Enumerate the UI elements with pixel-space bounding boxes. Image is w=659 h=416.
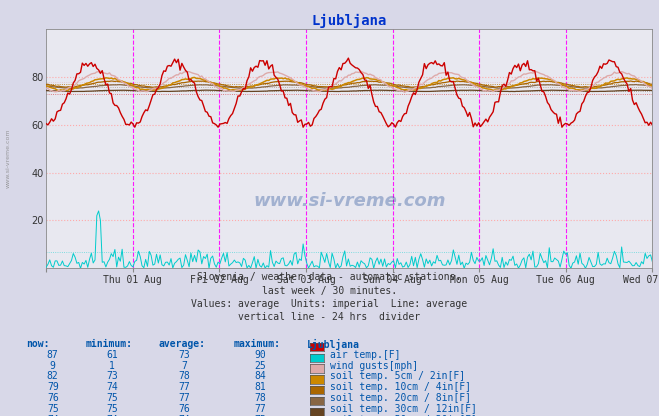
Text: 77: 77 — [179, 393, 190, 403]
Text: 77: 77 — [254, 404, 266, 414]
Text: 78: 78 — [254, 393, 266, 403]
Text: 81: 81 — [254, 382, 266, 392]
Text: average:: average: — [158, 339, 205, 349]
Text: air temp.[F]: air temp.[F] — [330, 350, 400, 360]
Text: soil temp. 50cm / 20in[F]: soil temp. 50cm / 20in[F] — [330, 415, 476, 416]
Text: 7: 7 — [182, 361, 187, 371]
Text: 75: 75 — [106, 393, 118, 403]
Text: 1: 1 — [109, 361, 115, 371]
Text: 74: 74 — [106, 415, 118, 416]
Text: 79: 79 — [47, 382, 59, 392]
Text: 87: 87 — [47, 350, 59, 360]
Text: 75: 75 — [106, 404, 118, 414]
Text: 75: 75 — [254, 415, 266, 416]
Text: 75: 75 — [47, 404, 59, 414]
Text: 73: 73 — [179, 350, 190, 360]
Text: 73: 73 — [106, 371, 118, 381]
Text: soil temp. 10cm / 4in[F]: soil temp. 10cm / 4in[F] — [330, 382, 471, 392]
Text: now:: now: — [26, 339, 50, 349]
Text: 61: 61 — [106, 350, 118, 360]
Text: 76: 76 — [47, 393, 59, 403]
Text: 82: 82 — [47, 371, 59, 381]
Text: soil temp. 30cm / 12in[F]: soil temp. 30cm / 12in[F] — [330, 404, 476, 414]
Text: 90: 90 — [254, 350, 266, 360]
Text: Values: average  Units: imperial  Line: average: Values: average Units: imperial Line: av… — [191, 299, 468, 309]
Text: www.si-vreme.com: www.si-vreme.com — [253, 192, 445, 210]
Text: minimum:: minimum: — [86, 339, 132, 349]
Text: 74: 74 — [179, 415, 190, 416]
Text: 78: 78 — [179, 371, 190, 381]
Text: vertical line - 24 hrs  divider: vertical line - 24 hrs divider — [239, 312, 420, 322]
Text: 9: 9 — [50, 361, 55, 371]
Text: 77: 77 — [179, 382, 190, 392]
Text: www.si-vreme.com: www.si-vreme.com — [5, 128, 11, 188]
Text: Ljubljana: Ljubljana — [306, 339, 359, 350]
Text: 74: 74 — [47, 415, 59, 416]
Text: 74: 74 — [106, 382, 118, 392]
Text: maximum:: maximum: — [234, 339, 281, 349]
Text: last week / 30 minutes.: last week / 30 minutes. — [262, 286, 397, 296]
Text: soil temp. 5cm / 2in[F]: soil temp. 5cm / 2in[F] — [330, 371, 465, 381]
Text: 84: 84 — [254, 371, 266, 381]
Title: Ljubljana: Ljubljana — [312, 14, 387, 28]
Text: 76: 76 — [179, 404, 190, 414]
Text: soil temp. 20cm / 8in[F]: soil temp. 20cm / 8in[F] — [330, 393, 471, 403]
Text: Slovenia / weather data - automatic stations.: Slovenia / weather data - automatic stat… — [197, 272, 462, 282]
Text: wind gusts[mph]: wind gusts[mph] — [330, 361, 418, 371]
Text: 25: 25 — [254, 361, 266, 371]
